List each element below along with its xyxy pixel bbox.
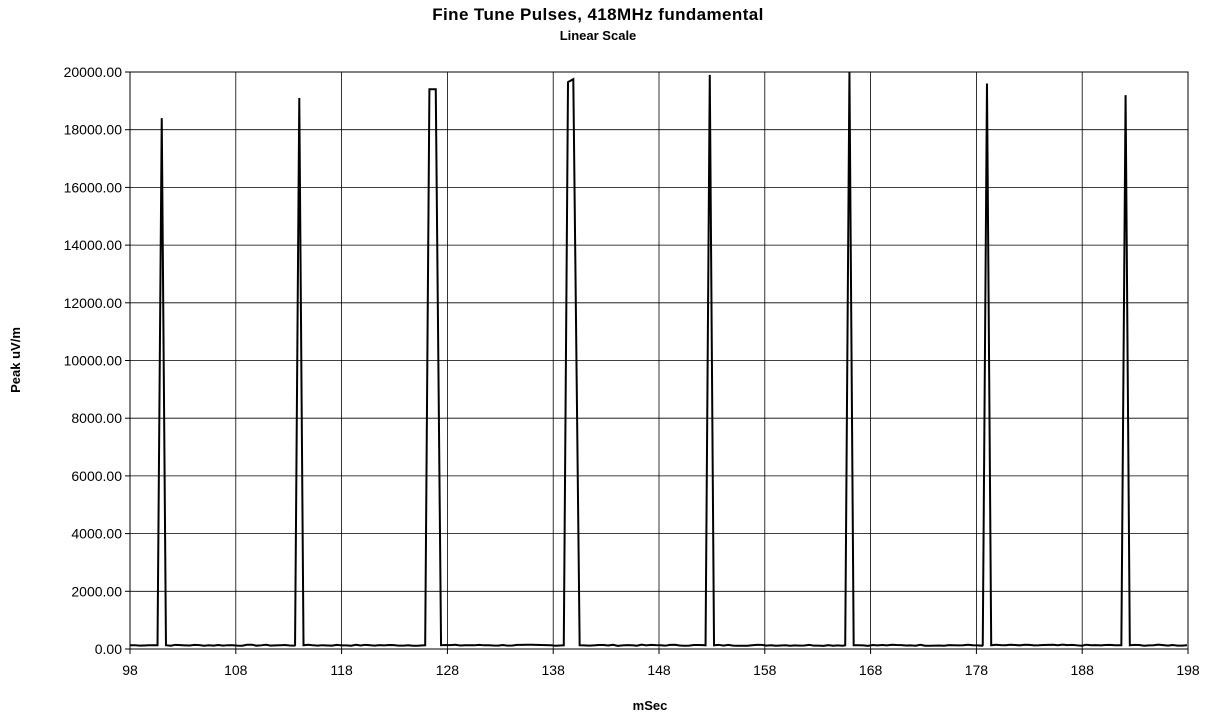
x-tick-label: 158 xyxy=(753,662,777,678)
y-tick-label: 10000.00 xyxy=(64,353,123,369)
x-tick-labels: 98 108 118 128 138 148 158 168 178 188 198 xyxy=(122,662,1200,678)
y-tick-label: 16000.00 xyxy=(64,179,123,195)
y-tick-label: 8000.00 xyxy=(71,410,122,426)
x-tick-label: 128 xyxy=(436,662,460,678)
grid xyxy=(125,71,1189,654)
y-tick-label: 0.00 xyxy=(95,641,122,657)
x-tick-label: 108 xyxy=(224,662,248,678)
y-tick-label: 20000.00 xyxy=(64,64,123,80)
y-tick-label: 12000.00 xyxy=(64,295,123,311)
y-axis-label: Peak uV/m xyxy=(8,327,23,393)
x-tick-label: 118 xyxy=(330,662,353,678)
x-tick-label: 98 xyxy=(122,662,138,678)
y-tick-label: 4000.00 xyxy=(71,526,122,542)
y-tick-label: 6000.00 xyxy=(71,468,122,484)
x-tick-label: 148 xyxy=(647,662,671,678)
y-tick-labels: 0.00 2000.00 4000.00 6000.00 8000.00 10000.00… xyxy=(64,64,123,657)
y-tick-label: 18000.00 xyxy=(64,122,123,138)
x-tick-label: 178 xyxy=(965,662,989,678)
x-tick-label: 138 xyxy=(542,662,566,678)
series-line xyxy=(129,71,1188,647)
x-tick-label: 198 xyxy=(1176,662,1200,678)
y-tick-label: 14000.00 xyxy=(64,237,123,253)
x-tick-label: 188 xyxy=(1071,662,1095,678)
x-tick-label: 168 xyxy=(859,662,883,678)
x-axis-label: mSec xyxy=(633,698,668,713)
chart-subtitle: Linear Scale xyxy=(560,28,637,43)
y-tick-label: 2000.00 xyxy=(71,583,122,599)
plot-frame xyxy=(129,71,1189,650)
series xyxy=(129,71,1188,647)
chart-title: Fine Tune Pulses, 418MHz fundamental xyxy=(432,5,763,24)
